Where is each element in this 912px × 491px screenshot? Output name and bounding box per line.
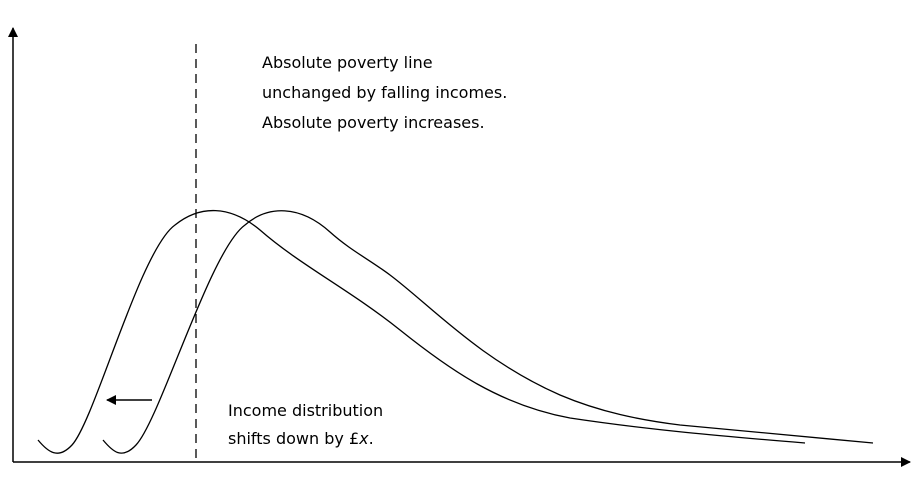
shifted-distribution [37,209,806,454]
annotation-line: unchanged by falling incomes. [262,83,507,102]
annotation-line: Absolute poverty line [262,53,433,72]
annotation-line: Income distribution [228,401,383,420]
original-distribution [102,210,874,454]
annotation-variable: x [358,429,369,448]
annotation-line: shifts down by £x. [228,429,374,448]
annotation-line: Absolute poverty increases. [262,113,485,132]
annotation-text: shifts down by £ [228,429,359,448]
annotation-text: . [369,429,374,448]
